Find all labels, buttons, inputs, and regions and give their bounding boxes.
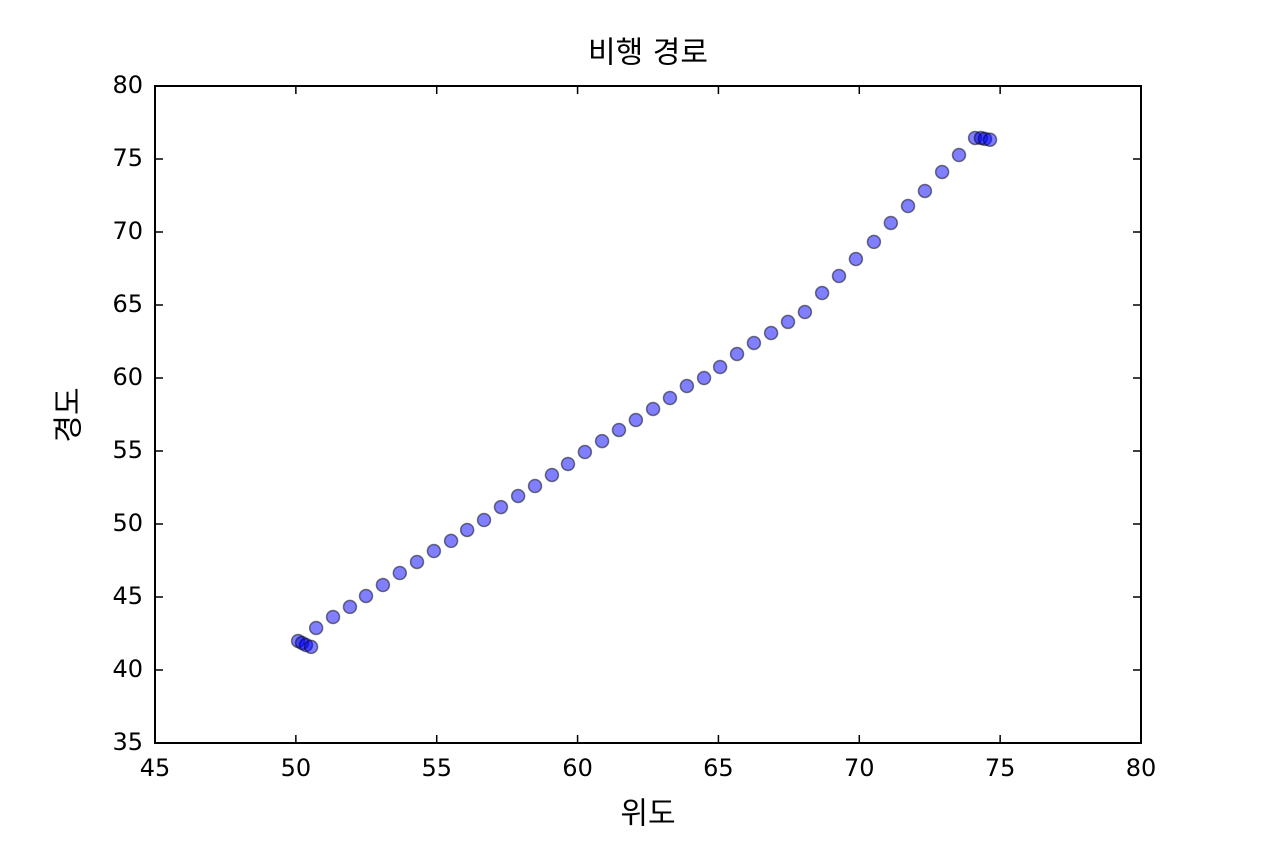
y-tick-label: 40	[112, 655, 143, 683]
y-tick-label: 55	[112, 436, 143, 464]
point	[342, 599, 358, 615]
point	[409, 554, 425, 570]
point	[645, 401, 661, 417]
chart-title: 비행 경로	[588, 36, 708, 71]
point	[866, 234, 882, 250]
x-axis-label: 위도	[620, 797, 675, 832]
point	[831, 268, 847, 284]
point	[679, 378, 695, 394]
x-tick-label: 75	[985, 754, 1016, 782]
point	[934, 164, 950, 180]
x-tick-label: 80	[1126, 754, 1157, 782]
point	[712, 359, 728, 375]
point	[883, 215, 899, 231]
point	[527, 478, 543, 494]
x-tick-label: 55	[421, 754, 452, 782]
point	[797, 304, 813, 320]
point	[544, 467, 560, 483]
x-tick-label: 50	[281, 754, 312, 782]
y-tick-label: 45	[112, 582, 143, 610]
point	[746, 335, 762, 351]
point	[729, 346, 745, 362]
point	[780, 314, 796, 330]
point	[325, 609, 341, 625]
y-tick-label: 65	[112, 290, 143, 318]
point	[476, 512, 492, 528]
x-tick-label: 45	[140, 754, 171, 782]
point	[951, 147, 967, 163]
point	[493, 499, 509, 515]
y-tick-label: 50	[112, 509, 143, 537]
x-tick-label: 60	[562, 754, 593, 782]
point	[375, 577, 391, 593]
point	[510, 488, 526, 504]
point	[443, 533, 459, 549]
y-tick-label: 60	[112, 363, 143, 391]
y-tick-label: 75	[112, 144, 143, 172]
y-tick-label: 35	[112, 728, 143, 756]
point	[814, 285, 830, 301]
y-tick-label: 70	[112, 217, 143, 245]
point	[848, 251, 864, 267]
point	[900, 198, 916, 214]
point	[594, 433, 610, 449]
point	[662, 390, 678, 406]
x-tick-label: 65	[703, 754, 734, 782]
point	[303, 639, 319, 655]
point	[358, 588, 374, 604]
point	[459, 522, 475, 538]
x-tick-label: 70	[844, 754, 875, 782]
point	[696, 370, 712, 386]
point	[628, 412, 644, 428]
point	[392, 565, 408, 581]
point	[426, 543, 442, 559]
point	[611, 422, 627, 438]
y-tick-label: 80	[112, 71, 143, 99]
point	[560, 456, 576, 472]
point	[763, 325, 779, 341]
point	[917, 183, 933, 199]
point	[308, 620, 324, 636]
point	[982, 132, 998, 147]
point	[577, 444, 593, 460]
y-axis-label: 경도	[52, 387, 87, 442]
